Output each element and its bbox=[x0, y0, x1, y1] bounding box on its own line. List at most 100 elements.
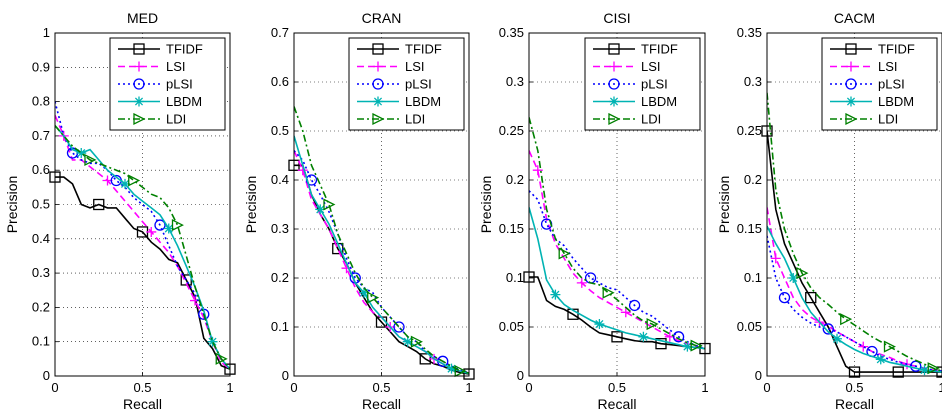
data-point-lbdm bbox=[402, 336, 413, 347]
data-point-tfidf bbox=[611, 331, 623, 343]
legend-label: LBDM bbox=[166, 94, 202, 109]
data-point-plsi bbox=[778, 291, 791, 304]
legend-marker bbox=[133, 43, 145, 55]
legend-label: pLSI bbox=[405, 77, 432, 92]
series-line-ldi bbox=[529, 117, 705, 350]
axes-box bbox=[54, 32, 231, 377]
legend-marker bbox=[133, 112, 146, 126]
x-tick-label: 1 bbox=[465, 380, 472, 395]
y-axis-label: Precision bbox=[478, 176, 494, 234]
data-point-ldi bbox=[558, 247, 571, 260]
legend-label: LDI bbox=[405, 112, 425, 127]
x-tick-label: 0.5 bbox=[372, 380, 390, 395]
data-point-lbdm bbox=[163, 223, 174, 234]
y-tick-label: 0.6 bbox=[271, 74, 289, 89]
x-axis-label: Recall bbox=[598, 396, 637, 412]
data-point-ldi bbox=[840, 313, 853, 326]
legend-label: TFIDF bbox=[405, 42, 442, 57]
legend-marker bbox=[845, 78, 857, 90]
legend: TFIDF LSI pLSI LBDM LDI bbox=[109, 37, 226, 131]
legend-label: TFIDF bbox=[641, 42, 678, 57]
data-point-lsi bbox=[146, 226, 157, 237]
series-line-lbdm bbox=[294, 135, 469, 375]
legend-label: LSI bbox=[405, 59, 425, 74]
series-line-lsi bbox=[529, 150, 705, 350]
legend-marker bbox=[845, 112, 858, 126]
legend-label: LBDM bbox=[405, 94, 441, 109]
legend: TFIDF LSI pLSI LBDM LDI bbox=[584, 37, 701, 131]
data-point-lbdm bbox=[682, 341, 693, 352]
x-tick-label: 0 bbox=[763, 380, 770, 395]
x-tick-label: 0 bbox=[51, 380, 58, 395]
legend-marker bbox=[846, 61, 856, 72]
y-tick-label: 0.05 bbox=[499, 319, 524, 334]
y-tick-label: 0.35 bbox=[499, 25, 524, 40]
legend-label: LBDM bbox=[641, 94, 677, 109]
data-point-lbdm bbox=[638, 331, 649, 342]
series-line-lsi bbox=[767, 207, 942, 372]
y-tick-label: 0.5 bbox=[32, 197, 50, 212]
y-tick-label: 0.25 bbox=[737, 123, 762, 138]
y-tick-label: 0.1 bbox=[744, 270, 762, 285]
legend-marker bbox=[373, 61, 383, 72]
data-point-tfidf bbox=[848, 366, 861, 378]
data-point-tfidf bbox=[655, 338, 667, 350]
chart-title: CRAN bbox=[362, 10, 402, 26]
y-tick-label: 0.25 bbox=[499, 123, 524, 138]
y-tick-label: 0.3 bbox=[271, 221, 289, 236]
legend-label: TFIDF bbox=[166, 42, 203, 57]
data-point-tfidf bbox=[805, 291, 817, 304]
data-point-lbdm bbox=[550, 289, 561, 300]
y-tick-label: 0.2 bbox=[506, 172, 524, 187]
y-tick-label: 0 bbox=[43, 368, 50, 383]
y-tick-label: 0.4 bbox=[271, 172, 289, 187]
y-axis-label: Precision bbox=[4, 176, 20, 234]
axes-box bbox=[528, 32, 706, 377]
y-tick-label: 0.8 bbox=[32, 94, 50, 109]
y-axis-label: Precision bbox=[716, 176, 732, 234]
legend-label: LSI bbox=[878, 59, 898, 74]
y-tick-label: 0 bbox=[517, 368, 524, 383]
data-point-ldi bbox=[410, 335, 423, 348]
data-point-ldi bbox=[171, 219, 184, 232]
data-point-ldi bbox=[367, 291, 380, 304]
x-tick-label: 0 bbox=[290, 380, 297, 395]
y-tick-label: 0.05 bbox=[737, 319, 762, 334]
series-line-lbdm bbox=[767, 225, 942, 373]
x-tick-label: 0.5 bbox=[133, 380, 151, 395]
legend-label: pLSI bbox=[878, 77, 905, 92]
data-point-plsi bbox=[672, 331, 685, 343]
legend-label: LBDM bbox=[878, 94, 914, 109]
data-point-ldi bbox=[602, 286, 615, 299]
legend-marker bbox=[372, 78, 384, 90]
x-tick-label: 0.5 bbox=[845, 380, 863, 395]
y-tick-label: 0.1 bbox=[32, 334, 50, 349]
legend-marker bbox=[608, 43, 620, 55]
legend-marker bbox=[134, 61, 144, 72]
data-point-ldi bbox=[690, 339, 703, 352]
x-tick-label: 0.5 bbox=[608, 380, 626, 395]
x-tick-label: 1 bbox=[938, 380, 942, 395]
data-point-lbdm bbox=[832, 333, 842, 344]
x-axis-label: Recall bbox=[123, 396, 162, 412]
data-point-ldi bbox=[646, 318, 659, 331]
y-tick-label: 0.7 bbox=[32, 128, 50, 143]
legend: TFIDF LSI pLSI LBDM LDI bbox=[348, 37, 465, 131]
y-tick-label: 0.9 bbox=[32, 59, 50, 74]
y-tick-label: 0 bbox=[755, 368, 762, 383]
chart-panel-cacm: 0 0.5 1 0 0.05 0.1 0.15 0.2 0.25 0.3 0.35 TFIDF LSI p… bbox=[716, 10, 942, 412]
legend-label: LDI bbox=[878, 112, 898, 127]
data-point-ldi bbox=[215, 352, 228, 365]
legend-marker bbox=[372, 112, 385, 126]
data-point-lsi bbox=[532, 165, 543, 176]
legend-marker bbox=[609, 96, 619, 107]
data-point-ldi bbox=[323, 198, 336, 211]
series-line-ldi bbox=[294, 106, 469, 374]
chart-title: CACM bbox=[834, 10, 875, 26]
data-point-plsi bbox=[628, 299, 641, 312]
series-line-lsi bbox=[55, 114, 230, 370]
y-tick-label: 0.2 bbox=[271, 270, 289, 285]
data-point-lbdm bbox=[120, 178, 130, 189]
data-point-ldi bbox=[84, 153, 97, 166]
legend-marker bbox=[609, 61, 619, 72]
